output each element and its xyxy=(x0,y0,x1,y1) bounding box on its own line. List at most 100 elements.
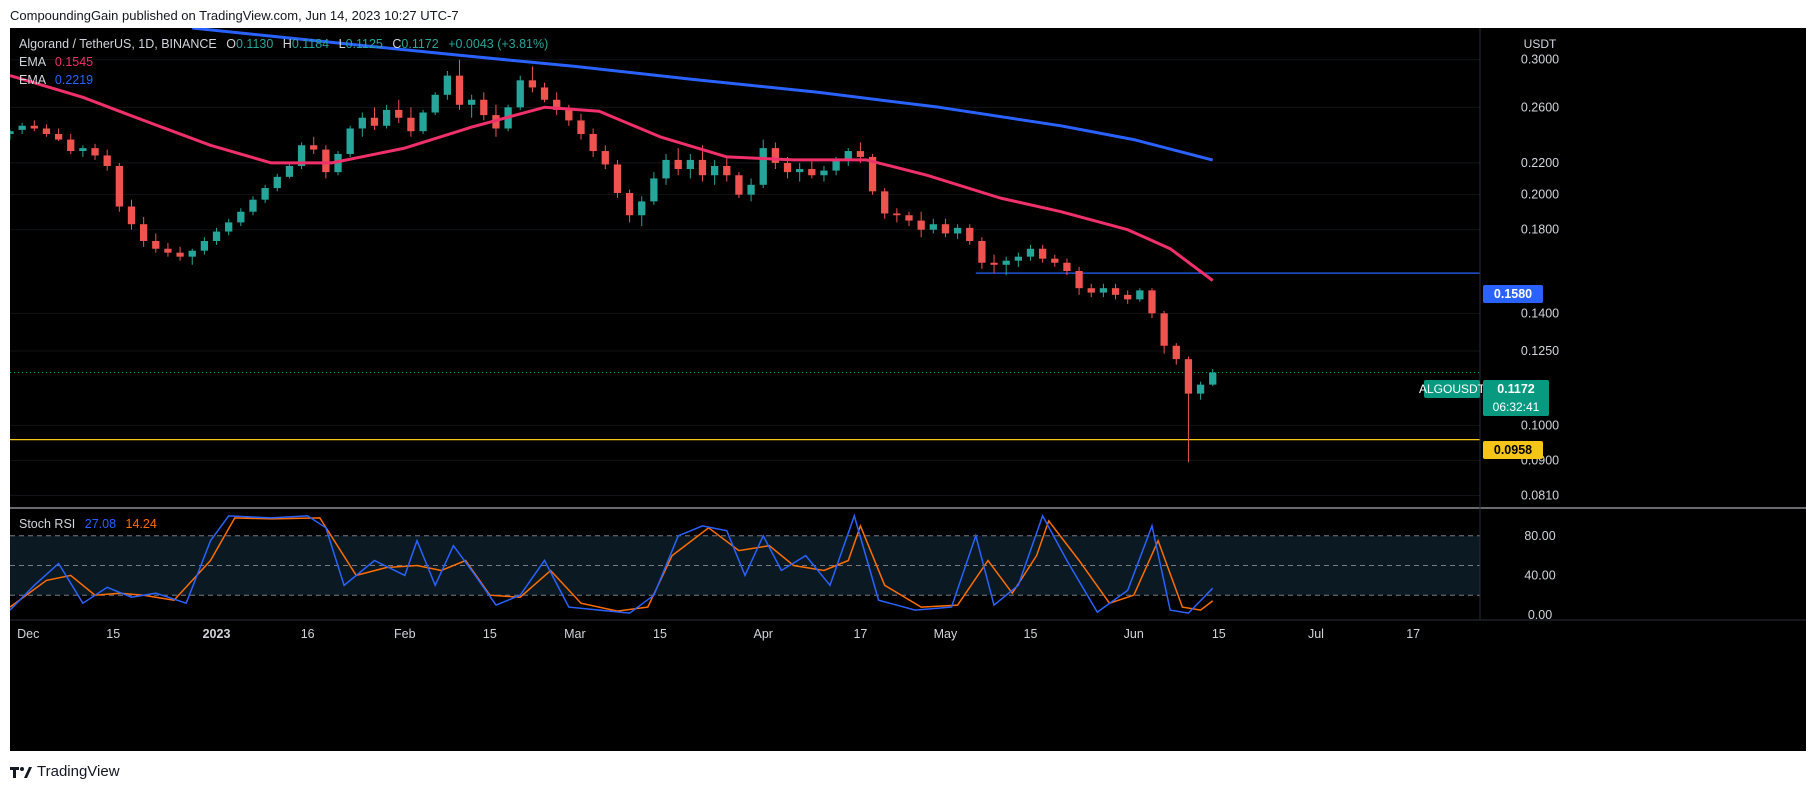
candle xyxy=(237,208,245,227)
candles xyxy=(6,59,1217,463)
time-tick: 16 xyxy=(301,627,315,641)
candle-body xyxy=(310,145,318,150)
symbol-title: Algorand / TetherUS, 1D, BINANCE xyxy=(19,37,217,51)
candle xyxy=(941,218,950,238)
candle xyxy=(200,237,209,255)
candle-body xyxy=(1111,288,1120,295)
candle xyxy=(1075,266,1083,295)
candle-body xyxy=(1124,294,1132,300)
chart-canvas[interactable]: 0.3000 0.2600 0.2200 0.2000 0.1800 0.1400 0.12… xyxy=(6,26,1806,751)
stoch-k-line[interactable] xyxy=(9,513,1214,614)
publisher-line: CompoundingGain published on TradingView… xyxy=(10,8,459,23)
candle xyxy=(662,153,670,185)
candle-body xyxy=(382,109,391,126)
candle xyxy=(759,139,767,189)
candle-body xyxy=(613,164,622,193)
candle xyxy=(674,148,682,176)
candle xyxy=(273,173,281,192)
low-value: 0.1125 xyxy=(346,37,383,51)
candle xyxy=(796,162,804,182)
ema-fast-line[interactable] xyxy=(9,74,1214,282)
candle-body xyxy=(516,80,524,108)
candle-body xyxy=(164,248,172,253)
candle-body xyxy=(638,201,646,216)
support-value: 0.0958 xyxy=(1494,443,1532,457)
candle-body xyxy=(1148,290,1156,314)
candle-body xyxy=(1014,256,1022,261)
candle-body xyxy=(30,125,38,129)
candle xyxy=(370,107,379,130)
candle xyxy=(966,224,974,245)
candle-body xyxy=(929,224,937,230)
chart-frame[interactable]: 0.3000 0.2600 0.2200 0.2000 0.1800 0.1400 0.12… xyxy=(6,26,1806,751)
candle-body xyxy=(1172,345,1180,360)
symbol-legend[interactable]: Algorand / TetherUS, 1D, BINANCE O0.1130… xyxy=(19,37,548,51)
time-tick: Mar xyxy=(564,627,586,641)
stoch-scale[interactable]: 80.00 40.00 0.00 xyxy=(1524,529,1555,622)
candle xyxy=(188,248,196,265)
candle xyxy=(1014,252,1022,267)
candle-body xyxy=(395,109,403,118)
candle-body xyxy=(868,156,877,192)
candle-body xyxy=(759,148,767,185)
candle-body xyxy=(1196,384,1205,394)
candle-body xyxy=(1039,248,1047,259)
time-tick: 15 xyxy=(1212,627,1226,641)
candle-body xyxy=(953,227,962,234)
candle-body xyxy=(686,159,694,170)
candle xyxy=(577,113,585,140)
candle xyxy=(820,165,828,182)
time-tick: 2023 xyxy=(203,627,231,641)
time-scale[interactable]: Dec 15 2023 16 Feb 15 Mar 15 Apr 17 May 15 Jun 15 Jul 1… xyxy=(17,627,1420,641)
countdown-value: 06:32:41 xyxy=(1493,400,1540,414)
candle xyxy=(771,142,780,170)
candle xyxy=(844,148,852,166)
footer-brand: TradingView xyxy=(37,763,120,780)
candle-body xyxy=(601,151,609,165)
candle xyxy=(638,196,646,227)
candle xyxy=(1196,381,1205,400)
candle xyxy=(6,129,14,140)
candle-body xyxy=(115,165,123,207)
candle-body xyxy=(91,148,99,156)
candle xyxy=(953,224,962,240)
candle-body xyxy=(103,155,111,166)
candle xyxy=(1063,258,1071,276)
ema-lines xyxy=(9,26,1214,282)
stoch-legend[interactable]: Stoch RSI 27.08 14.24 xyxy=(19,517,157,531)
candle xyxy=(443,70,451,100)
candle xyxy=(407,107,415,137)
candle-body xyxy=(881,191,889,214)
candle xyxy=(249,196,257,216)
ema-slow-line[interactable] xyxy=(192,26,1214,162)
ema-fast-legend[interactable]: EMA 0.1545 xyxy=(19,55,93,69)
time-tick: 15 xyxy=(106,627,120,641)
candle xyxy=(1039,244,1047,263)
level-lines xyxy=(10,272,1480,441)
candle-body xyxy=(285,165,294,177)
candle-body xyxy=(273,176,281,189)
price-tick: 0.2000 xyxy=(1521,188,1559,202)
candle xyxy=(1051,254,1059,267)
candle xyxy=(358,112,366,137)
change-value: +0.0043 (+3.81%) xyxy=(448,37,548,51)
candle-body xyxy=(249,199,257,212)
candle-body xyxy=(297,145,306,166)
candle-body xyxy=(978,240,986,263)
close-value: 0.1172 xyxy=(401,37,438,51)
candle xyxy=(346,125,354,157)
candle-body xyxy=(723,165,731,176)
tradingview-logo[interactable]: TradingView xyxy=(10,763,120,780)
candle-body xyxy=(200,240,209,251)
time-tick: 17 xyxy=(1406,627,1420,641)
price-scale[interactable]: 0.3000 0.2600 0.2200 0.2000 0.1800 0.1400 0.12… xyxy=(1521,53,1559,503)
candle-body xyxy=(589,133,597,152)
candle-body xyxy=(468,99,476,105)
candle xyxy=(176,246,184,261)
ema-slow-legend[interactable]: EMA 0.2219 xyxy=(19,73,93,87)
candle xyxy=(54,128,63,141)
candle-body xyxy=(1209,372,1217,385)
candle xyxy=(735,172,743,198)
candle xyxy=(1111,283,1120,300)
price-tick: 0.3000 xyxy=(1521,53,1559,67)
